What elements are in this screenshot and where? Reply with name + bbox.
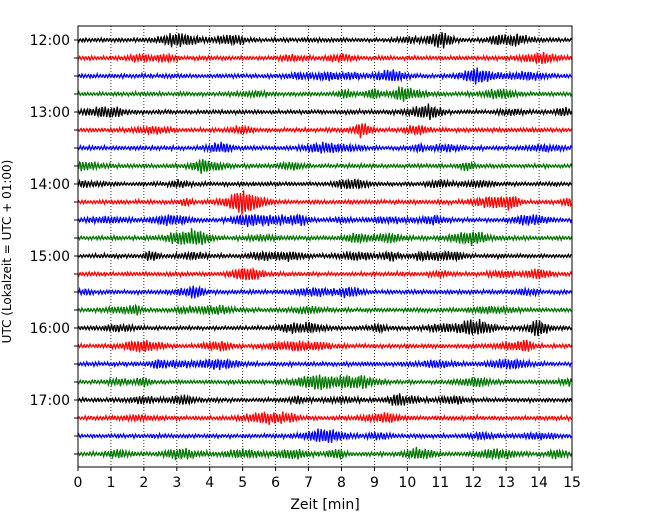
x-tick-label: 12 [464,475,482,491]
trace-1430 [77,213,573,228]
x-tick-label: 5 [238,475,247,491]
y-tick-label: 17:00 [30,393,70,409]
x-tick-label: 8 [337,475,346,491]
plot-frame [77,25,573,468]
trace-1530 [77,284,573,299]
trace-1245 [77,86,573,102]
x-tick-label: 7 [304,475,313,491]
x-tick-label: 10 [398,475,416,491]
x-tick-label: 2 [139,475,148,491]
trace-1745 [77,446,573,461]
x-tick-label: 1 [106,475,115,491]
seismic-traces [77,32,573,461]
trace-1615 [77,339,573,353]
trace-1445 [77,227,573,246]
trace-1415 [77,190,573,215]
x-tick-label: 6 [271,475,280,491]
x-tick-label: 3 [172,475,181,491]
x-tick-label: 15 [563,475,581,491]
trace-1230 [77,67,573,85]
x-tick-label: 11 [431,475,449,491]
x-axis-ticks: 0 1 2 3 4 5 6 7 8 9 10 11 12 13 14 15 [74,467,581,491]
trace-1215 [77,51,573,66]
trace-1645 [77,373,573,390]
y-tick-label: 15:00 [30,249,70,265]
trace-1500 [77,249,572,263]
y-tick-label: 16:00 [30,321,70,337]
trace-1200 [77,32,573,49]
x-tick-label: 4 [205,475,214,491]
trace-1315 [77,123,573,139]
trace-1300 [77,103,573,120]
x-tick-label: 9 [370,475,379,491]
y-axis-label: UTC (Lokalzeit = UTC + 01:00) [0,160,14,344]
trace-1630 [77,357,572,371]
trace-1515 [77,266,573,281]
y-tick-label: 12:00 [30,33,70,49]
trace-1715 [77,410,573,425]
trace-1400 [77,177,573,190]
trace-1345 [77,158,573,174]
trace-1600 [77,318,573,337]
x-axis-label: Zeit [min] [290,497,359,513]
trace-1700 [77,393,573,407]
x-tick-label: 0 [74,475,83,491]
trace-1730 [77,428,573,443]
y-tick-label: 14:00 [30,177,70,193]
x-tick-label: 13 [497,475,515,491]
trace-1330 [77,141,573,155]
x-tick-label: 14 [530,475,548,491]
y-axis-ticks: 12:00 13:00 14:00 15:00 16:00 17:00 [30,33,78,455]
trace-1545 [77,303,572,316]
y-tick-label: 13:00 [30,105,70,121]
